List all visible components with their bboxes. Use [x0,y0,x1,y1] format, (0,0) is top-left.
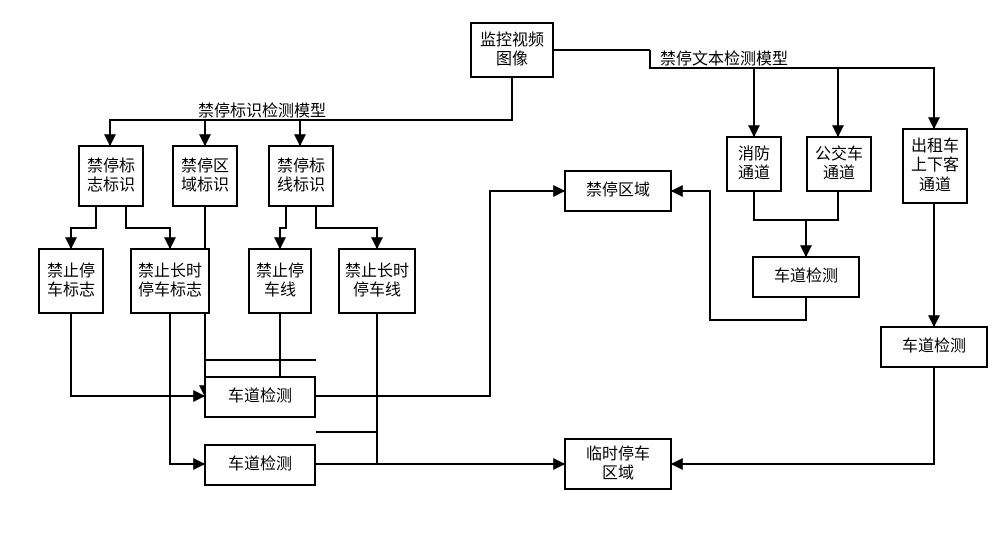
node-no-long-line: 禁止长时 停车线 [338,248,416,314]
node-lane-detect-d: 车道检测 [880,326,988,368]
node-line-id: 禁停标 线标识 [268,145,334,207]
node-temp-zone: 临时停车 区域 [564,438,672,490]
node-no-park-sign: 禁止停 车标志 [38,248,104,314]
node-lane-detect-a: 车道检测 [204,376,316,418]
node-bus-lane: 公交车 通道 [806,136,872,192]
label-text-model: 禁停文本检测模型 [660,45,788,69]
label-sign-model: 禁停标识检测模型 [198,97,326,121]
node-no-long-sign: 禁止长时 停车标志 [130,248,210,314]
node-sign-id: 禁停标 志标识 [78,145,144,207]
node-zone-id: 禁停区 域标识 [172,145,238,207]
node-no-stop-zone: 禁停区域 [564,170,672,212]
node-fire-lane: 消防 通道 [726,136,782,192]
node-no-park-line: 禁止停 车线 [248,248,312,314]
diagram-canvas: 禁停标识检测模型 禁停文本检测模型 监控视频 图像 禁停标 志标识 禁停区 域标… [0,0,1000,542]
node-root: 监控视频 图像 [470,22,554,78]
node-lane-detect-c: 车道检测 [752,256,860,298]
node-lane-detect-b: 车道检测 [204,444,316,486]
node-taxi-lane: 出租车 上下客 通道 [902,128,968,204]
